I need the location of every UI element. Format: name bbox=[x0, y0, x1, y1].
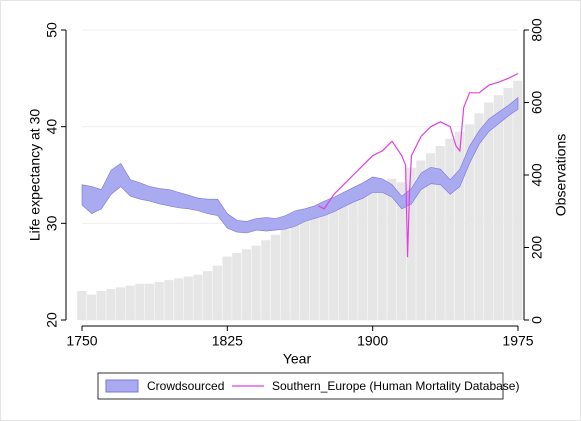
bar bbox=[493, 95, 503, 320]
bar bbox=[241, 249, 252, 320]
y2-tick-label: 400 bbox=[529, 163, 545, 187]
y2-axis-title: Observations bbox=[553, 134, 569, 216]
bar bbox=[367, 185, 378, 320]
bar bbox=[358, 189, 368, 320]
bar bbox=[338, 200, 348, 320]
bar bbox=[416, 160, 426, 320]
bar bbox=[144, 283, 155, 320]
bar bbox=[309, 214, 319, 320]
bar bbox=[348, 196, 358, 320]
bar bbox=[96, 291, 106, 320]
bar bbox=[86, 294, 97, 320]
plot-area bbox=[77, 29, 523, 321]
bar bbox=[251, 245, 261, 320]
bar bbox=[484, 102, 494, 320]
y-axis-title: Life expectancy at 30 bbox=[27, 109, 43, 242]
bar bbox=[232, 252, 242, 320]
legend-items: Crowdsourced Southern_Europe (Human Morta… bbox=[105, 379, 519, 393]
bar bbox=[154, 281, 164, 320]
bar bbox=[164, 280, 174, 320]
y2-tick-label: 0 bbox=[529, 316, 545, 324]
bar bbox=[261, 240, 271, 320]
bar bbox=[183, 276, 193, 320]
bar bbox=[77, 291, 87, 320]
bar bbox=[396, 182, 407, 320]
bar bbox=[503, 88, 513, 320]
bar bbox=[387, 178, 397, 320]
x-tick-label: 1750 bbox=[66, 333, 97, 349]
y-tick-label: 50 bbox=[44, 22, 60, 38]
bar bbox=[174, 278, 184, 320]
bar bbox=[106, 289, 116, 320]
bar bbox=[319, 211, 329, 320]
bar bbox=[445, 138, 455, 320]
bar bbox=[203, 271, 213, 320]
bar bbox=[329, 207, 339, 320]
bar bbox=[425, 153, 436, 320]
y-tick-label: 40 bbox=[44, 119, 60, 135]
y-tick-label: 30 bbox=[44, 215, 60, 231]
bar bbox=[406, 167, 416, 320]
x-tick-label: 1975 bbox=[502, 333, 533, 349]
legend-label: Crowdsourced bbox=[147, 379, 224, 393]
x-axis-title: Year bbox=[283, 351, 312, 367]
bar bbox=[377, 182, 387, 320]
legend bbox=[97, 372, 504, 400]
bar bbox=[455, 131, 465, 320]
y-tick-label: 20 bbox=[44, 312, 60, 328]
bar bbox=[280, 229, 290, 320]
legend-swatch bbox=[105, 379, 139, 393]
bar bbox=[464, 124, 474, 320]
y2-tick-label: 600 bbox=[529, 91, 545, 115]
x-tick-label: 1900 bbox=[357, 333, 388, 349]
y2-tick-label: 800 bbox=[529, 18, 545, 42]
bar bbox=[135, 283, 145, 320]
bar bbox=[222, 256, 232, 320]
bar bbox=[125, 285, 135, 320]
bar bbox=[300, 218, 310, 320]
bar bbox=[270, 234, 281, 320]
bar bbox=[212, 265, 222, 320]
line bbox=[318, 72, 519, 258]
bar bbox=[115, 287, 126, 320]
bar bbox=[193, 274, 203, 320]
bar bbox=[513, 80, 523, 320]
legend-label: Southern_Europe (Human Mortality Databas… bbox=[272, 379, 519, 393]
y2-tick-label: 200 bbox=[529, 236, 545, 260]
bar bbox=[290, 223, 300, 320]
x-tick-label: 1825 bbox=[212, 333, 243, 349]
bar bbox=[435, 146, 445, 320]
bar bbox=[474, 113, 484, 320]
